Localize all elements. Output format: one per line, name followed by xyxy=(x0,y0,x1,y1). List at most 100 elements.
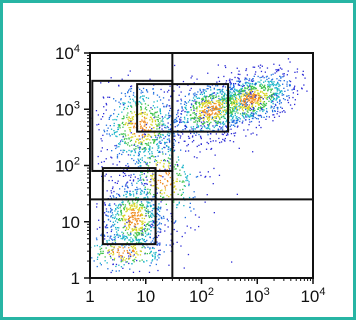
event-dot xyxy=(152,174,155,176)
event-dot xyxy=(133,212,135,214)
event-dot xyxy=(236,120,239,122)
event-dot xyxy=(224,125,227,127)
event-dot xyxy=(175,220,177,222)
event-dot xyxy=(144,121,146,123)
event-dot xyxy=(119,143,121,146)
event-dot xyxy=(222,105,224,108)
event-dot xyxy=(163,166,165,168)
event-dot xyxy=(139,204,141,206)
event-dot xyxy=(138,228,140,230)
event-dot xyxy=(105,109,107,111)
event-dot xyxy=(136,231,138,233)
event-dot xyxy=(246,98,248,101)
event-dot xyxy=(196,123,198,125)
event-dot xyxy=(197,117,199,119)
event-dot xyxy=(199,112,201,115)
event-dot xyxy=(168,196,170,198)
event-dot xyxy=(201,123,203,125)
event-dot xyxy=(158,133,161,135)
event-dot xyxy=(245,98,247,100)
event-dot xyxy=(132,98,134,100)
event-dot xyxy=(219,90,221,92)
event-dot xyxy=(140,108,143,110)
event-dot xyxy=(118,124,121,126)
event-dot xyxy=(105,247,107,249)
event-dot xyxy=(124,259,126,261)
event-dot xyxy=(205,127,207,129)
event-dot xyxy=(109,135,111,137)
event-dot xyxy=(122,136,124,138)
event-dot xyxy=(157,255,159,257)
event-dot xyxy=(136,223,139,225)
event-dot xyxy=(135,232,137,234)
event-dot xyxy=(223,110,226,112)
event-dot xyxy=(184,185,186,187)
event-dot xyxy=(152,255,154,257)
event-dot xyxy=(220,107,222,109)
event-dot xyxy=(135,103,137,105)
event-dot xyxy=(151,216,153,218)
event-dot xyxy=(216,108,218,111)
event-dot xyxy=(152,178,154,180)
event-dot xyxy=(140,189,143,191)
event-dot xyxy=(224,92,226,94)
event-dot xyxy=(260,90,262,92)
event-dot xyxy=(142,120,144,122)
event-dot xyxy=(195,96,197,98)
event-dot xyxy=(149,252,151,255)
event-dot xyxy=(187,179,189,182)
event-dot xyxy=(167,226,169,228)
event-dot xyxy=(103,234,105,236)
event-dot xyxy=(168,89,170,91)
event-dot xyxy=(138,234,140,236)
event-dot xyxy=(231,92,233,94)
event-dot xyxy=(252,66,254,68)
event-dot xyxy=(239,104,241,106)
event-dots xyxy=(90,58,314,280)
event-dot xyxy=(187,111,189,113)
event-dot xyxy=(273,93,275,95)
event-dot xyxy=(177,109,180,111)
event-dot xyxy=(129,129,131,131)
event-dot xyxy=(236,90,238,92)
event-dot xyxy=(150,220,152,223)
event-dot xyxy=(149,149,151,151)
event-dot xyxy=(208,106,210,108)
event-dot xyxy=(108,117,111,119)
event-dot xyxy=(272,85,274,87)
event-dot xyxy=(183,181,185,183)
event-dot xyxy=(162,124,165,126)
event-dot xyxy=(131,120,133,122)
event-dot xyxy=(223,100,225,102)
event-dot xyxy=(168,99,170,101)
event-dot xyxy=(113,131,116,134)
event-dot xyxy=(202,105,204,107)
event-dot xyxy=(138,242,140,244)
event-dot xyxy=(117,229,119,231)
event-dot xyxy=(115,100,117,102)
event-dot xyxy=(212,102,215,104)
event-dot xyxy=(233,100,236,102)
event-dot xyxy=(234,107,236,109)
event-dot xyxy=(125,261,127,263)
event-dot xyxy=(232,115,234,117)
event-dot xyxy=(140,234,143,236)
event-dot xyxy=(114,210,116,212)
event-dot xyxy=(208,124,210,126)
event-dot xyxy=(242,115,244,117)
event-dot xyxy=(159,140,161,142)
event-dot xyxy=(234,76,236,79)
event-dot xyxy=(125,196,127,198)
event-dot xyxy=(113,217,116,219)
event-dot xyxy=(198,144,200,146)
event-dot xyxy=(149,119,151,121)
event-dot xyxy=(245,116,247,118)
event-dot xyxy=(165,172,167,174)
event-dot xyxy=(153,117,155,119)
event-dot xyxy=(164,185,166,187)
event-dot xyxy=(233,86,235,88)
event-dot xyxy=(154,119,156,121)
event-dot xyxy=(146,229,148,231)
event-dot xyxy=(257,81,259,83)
event-dot xyxy=(167,220,169,222)
